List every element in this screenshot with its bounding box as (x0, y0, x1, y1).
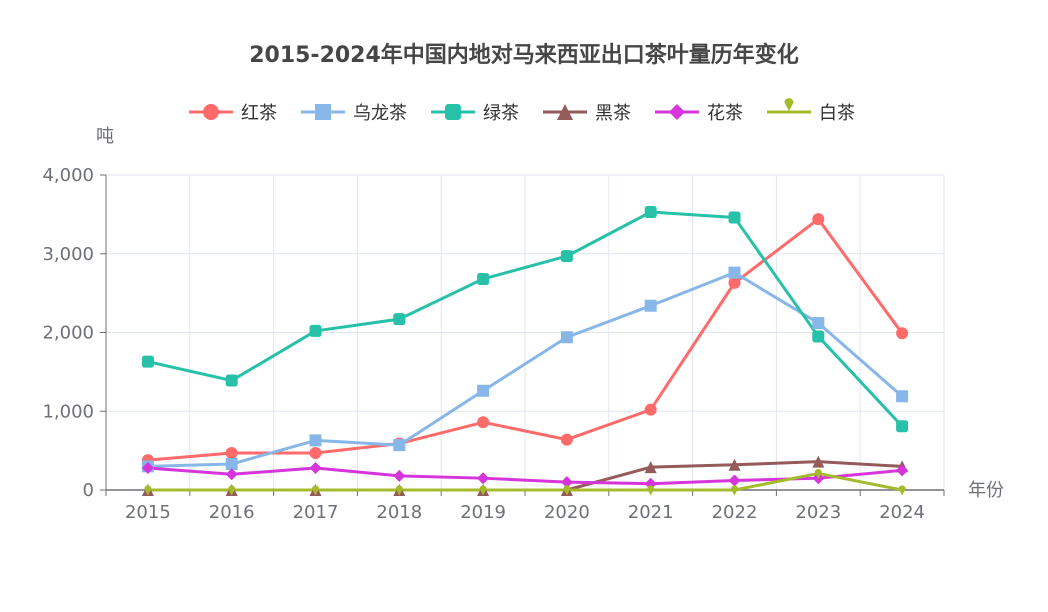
data-point-1-9 (896, 390, 909, 403)
legend-marker (557, 104, 573, 120)
data-point-5-0 (144, 485, 152, 496)
legend-label: 黑茶 (595, 103, 631, 124)
data-point-2-6 (644, 206, 657, 219)
series-lines (147, 210, 904, 492)
series-line-4 (147, 466, 903, 486)
data-point-5-8 (814, 468, 822, 479)
data-point-0-1 (225, 446, 238, 459)
legend-item-1[interactable]: 乌龙茶 (301, 103, 407, 124)
legend-marker (669, 104, 685, 120)
data-point-4-9 (896, 464, 909, 477)
x-tick-label: 2023 (795, 502, 841, 523)
data-point-2-8 (812, 330, 825, 343)
data-point-2-5 (560, 250, 573, 263)
data-point-3-8 (812, 455, 825, 468)
data-point-0-2 (309, 446, 322, 459)
data-point-0-8 (812, 213, 825, 226)
y-tick-label: 3,000 (42, 244, 94, 265)
data-point-4-3 (393, 469, 406, 482)
data-point-1-3 (393, 439, 406, 452)
data-point-5-2 (311, 485, 320, 496)
data-point-1-7 (728, 266, 741, 279)
x-tick-label: 2016 (209, 502, 255, 523)
data-point-4-6 (644, 477, 657, 490)
y-axis-label: 吨 (96, 126, 114, 147)
legend-label: 乌龙茶 (353, 103, 407, 124)
data-point-3-6 (644, 461, 657, 474)
series-line-1 (147, 271, 904, 468)
legend-item-5[interactable]: 白茶 (767, 98, 855, 124)
legend-item-3[interactable]: 黑茶 (543, 103, 631, 124)
series-line-2 (147, 210, 904, 428)
data-point-5-7 (730, 485, 739, 496)
data-point-4-2 (309, 461, 322, 474)
data-point-4-4 (477, 472, 490, 485)
y-tick-label: 0 (83, 480, 94, 501)
axes: 0 1,000 2,000 3,000 4,000 2015 2016 2017 2018 201… (42, 165, 945, 523)
data-point-0-7 (728, 276, 741, 289)
x-tick-label: 2024 (879, 502, 925, 523)
y-tick-label: 1,000 (42, 401, 94, 422)
x-axis-label: 年份 (968, 480, 1004, 501)
data-point-2-4 (477, 272, 490, 285)
legend-marker (784, 98, 794, 111)
legend-item-2[interactable]: 绿茶 (431, 103, 519, 124)
legend-label: 花茶 (707, 103, 743, 124)
x-tick-label: 2020 (544, 502, 590, 523)
data-point-0-5 (560, 433, 573, 446)
data-point-5-6 (647, 485, 655, 496)
chart-title: 2015-2024年中国内地对马来西亚出口茶叶量历年变化 (249, 42, 799, 68)
x-tick-label: 2022 (712, 502, 758, 523)
data-point-4-7 (728, 474, 741, 487)
data-point-4-5 (560, 476, 573, 489)
series-line-5 (147, 471, 903, 492)
data-point-1-2 (309, 434, 322, 447)
legend-label: 白茶 (819, 103, 855, 124)
data-point-1-5 (560, 331, 573, 344)
data-point-2-7 (728, 211, 741, 224)
data-point-2-0 (141, 355, 154, 368)
data-point-0-6 (644, 403, 657, 416)
data-point-4-1 (225, 468, 238, 481)
x-tick-label: 2018 (376, 502, 422, 523)
data-point-5-9 (898, 485, 906, 496)
x-tick-label: 2015 (125, 502, 171, 523)
data-point-2-1 (225, 374, 238, 387)
legend-item-4[interactable]: 花茶 (655, 103, 743, 124)
x-tick-label: 2019 (460, 502, 506, 523)
data-point-4-0 (141, 461, 154, 474)
legend: 红茶 乌龙茶 绿茶 黑茶 花茶 白茶 (189, 98, 855, 124)
series-markers (141, 206, 909, 496)
legend-item-0[interactable]: 红茶 (189, 103, 277, 124)
data-point-5-4 (479, 485, 487, 496)
data-point-3-7 (728, 458, 741, 471)
data-point-1-4 (477, 384, 490, 397)
data-point-1-8 (812, 317, 825, 330)
legend-label: 绿茶 (483, 103, 519, 124)
data-point-5-3 (395, 485, 403, 496)
y-tick-label: 4,000 (42, 165, 94, 186)
x-tick-label: 2021 (628, 502, 674, 523)
x-tick-label: 2017 (293, 502, 339, 523)
legend-marker (445, 104, 461, 120)
legend-marker (315, 104, 331, 120)
data-point-0-9 (896, 327, 909, 340)
y-tick-label: 2,000 (42, 323, 94, 344)
data-point-2-3 (393, 313, 406, 326)
data-point-1-6 (644, 299, 657, 312)
data-point-5-1 (228, 485, 236, 496)
data-point-2-2 (309, 324, 322, 337)
legend-marker (203, 104, 219, 120)
data-point-5-5 (563, 485, 571, 496)
data-point-1-1 (225, 458, 238, 471)
legend-label: 红茶 (241, 103, 277, 124)
data-point-0-4 (477, 416, 490, 429)
data-point-2-9 (896, 420, 909, 433)
